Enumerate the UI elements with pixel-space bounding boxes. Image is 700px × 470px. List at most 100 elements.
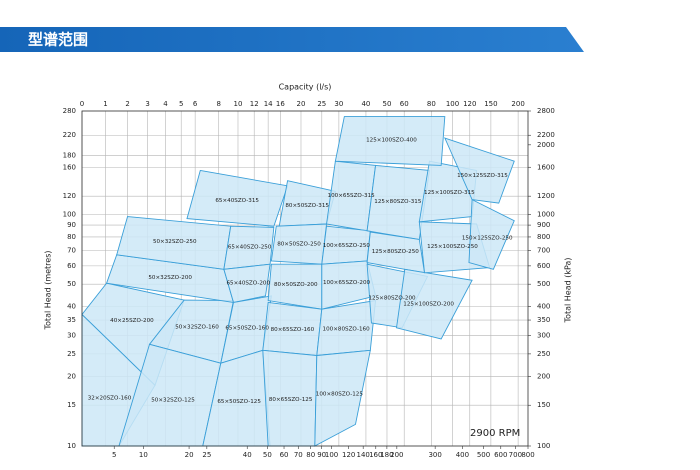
x2-tick-label: 300	[428, 451, 441, 459]
y2-tick-label: 350	[537, 316, 550, 324]
tile	[334, 116, 446, 166]
y2-tick-label: 300	[537, 332, 550, 340]
x-tick-label: 0	[80, 100, 84, 108]
tile-label: 65×50SZO-160	[225, 325, 269, 331]
x-tick-label: 30	[334, 100, 343, 108]
tile-label: 40×25SZO-200	[110, 318, 154, 324]
tile	[468, 198, 515, 270]
x-tick-label: 50	[383, 100, 392, 108]
y2-tick-label: 900	[537, 221, 550, 229]
tile-label: 125×100SZO-400	[366, 137, 417, 143]
tile-label: 80×50SZO-315	[285, 203, 329, 209]
y2-tick-label: 250	[537, 350, 550, 358]
y2-tick-label: 150	[537, 401, 550, 409]
tile-label: 65×40SZO-250	[228, 244, 272, 250]
y2-tick-label: 2800	[537, 107, 555, 115]
x2-tick-label: 70	[294, 451, 303, 459]
x-tick-label: 80	[427, 100, 436, 108]
plot-frame	[81, 110, 529, 447]
y-tick-label: 50	[67, 280, 76, 288]
x-tick-label: 150	[484, 100, 497, 108]
y2-tick-label: 1600	[537, 163, 555, 171]
x2-tick-label: 50	[263, 451, 272, 459]
tile-label: 65×50SZO-125	[217, 399, 261, 405]
tile-label: 125×100SZO-315	[424, 190, 475, 196]
x-tick-label: 60	[400, 100, 409, 108]
tile-label: 50×32SZO-250	[153, 239, 197, 245]
tile-label: 80×65SZO-125	[269, 397, 313, 403]
tile-label: 80×65SZO-160	[271, 327, 315, 333]
y2-tick-label: 200	[537, 372, 550, 380]
tile-label: 80×50SZO-250	[277, 241, 321, 247]
y-tick-label: 25	[67, 350, 76, 358]
tile-label: 125×80SZO-250	[372, 249, 420, 255]
x2-tick-label: 25	[202, 451, 211, 459]
x-tick-label: 14	[264, 100, 273, 108]
x-axis-title: Capacity (l/s)	[279, 83, 332, 92]
x2-tick-label: 700	[509, 451, 522, 459]
y2-tick-label: 700	[537, 246, 550, 254]
x2-tick-label: 180	[380, 451, 393, 459]
x2-tick-label: 160	[369, 451, 382, 459]
tile-label: 100×65SZO-315	[328, 193, 376, 199]
x-tick-label: 40	[361, 100, 370, 108]
x2-tick-label: 140	[356, 451, 369, 459]
x-tick-label: 12	[250, 100, 259, 108]
tile-label: 65×40SZO-200	[226, 280, 270, 286]
y2-tick-label: 800	[537, 233, 550, 241]
x2-tick-label: 5	[112, 451, 116, 459]
tile-label: 100×80SZO-160	[323, 326, 371, 332]
x-tick-label: 10	[234, 100, 243, 108]
x2-tick-label: 40	[243, 451, 252, 459]
x2-tick-label: 500	[477, 451, 490, 459]
y-tick-label: 90	[67, 221, 76, 229]
x2-tick-label: 20	[185, 451, 194, 459]
tile-label: 125×80SZO-200	[368, 295, 416, 301]
annotation: 2900 RPM	[470, 428, 520, 439]
y2-tick-label: 1200	[537, 192, 555, 200]
x2-tick-label: 400	[456, 451, 469, 459]
tile-label: 125×100SZO-200	[403, 302, 454, 308]
tile-label: 100×65SZO-200	[323, 280, 371, 286]
tile-label: 125×80SZO-315	[374, 199, 422, 205]
y-tick-label: 120	[63, 192, 76, 200]
x-tick-label: 4	[163, 100, 168, 108]
tile-label: 125×100SZO-250	[427, 244, 478, 250]
y-tick-label: 20	[67, 372, 76, 380]
y2-axis-title: Total Head (kPa)	[564, 258, 573, 324]
y-tick-label: 160	[63, 163, 76, 171]
x2-tick-label: 10	[139, 451, 148, 459]
y-tick-label: 100	[63, 211, 76, 219]
y-tick-label: 40	[67, 303, 76, 311]
y-tick-label: 180	[63, 151, 76, 159]
y2-tick-label: 2200	[537, 131, 555, 139]
tile	[186, 169, 289, 227]
tile-label: 80×50SZO-200	[274, 282, 318, 288]
y2-tick-label: 2000	[537, 141, 555, 149]
tile-label: 32×20SZO-160	[88, 395, 132, 401]
tile-label: 65×40SZO-315	[215, 198, 259, 204]
tile-label: 150×125SZO-250	[462, 236, 513, 242]
x-tick-label: 25	[317, 100, 326, 108]
y2-tick-label: 1000	[537, 211, 555, 219]
x2-tick-label: 80	[306, 451, 315, 459]
y2-tick-label: 500	[537, 280, 550, 288]
x-tick-label: 100	[446, 100, 459, 108]
x-tick-label: 2	[125, 100, 129, 108]
x2-tick-label: 200	[390, 451, 403, 459]
y2-tick-label: 400	[537, 303, 550, 311]
x-tick-label: 20	[297, 100, 306, 108]
x-tick-label: 200	[511, 100, 524, 108]
x-tick-label: 3	[145, 100, 149, 108]
x2-tick-label: 800	[521, 451, 534, 459]
x2-tick-label: 600	[494, 451, 507, 459]
x-tick-label: 6	[193, 100, 198, 108]
y-tick-label: 15	[67, 401, 76, 409]
header-banner	[0, 27, 584, 52]
tile-label: 100×65SZO-250	[323, 243, 371, 249]
x2-tick-label: 100	[325, 451, 338, 459]
x-tick-label: 5	[179, 100, 183, 108]
x-tick-label: 8	[216, 100, 220, 108]
tile-label: 100×80SZO-125	[316, 392, 364, 398]
tile	[314, 349, 371, 447]
